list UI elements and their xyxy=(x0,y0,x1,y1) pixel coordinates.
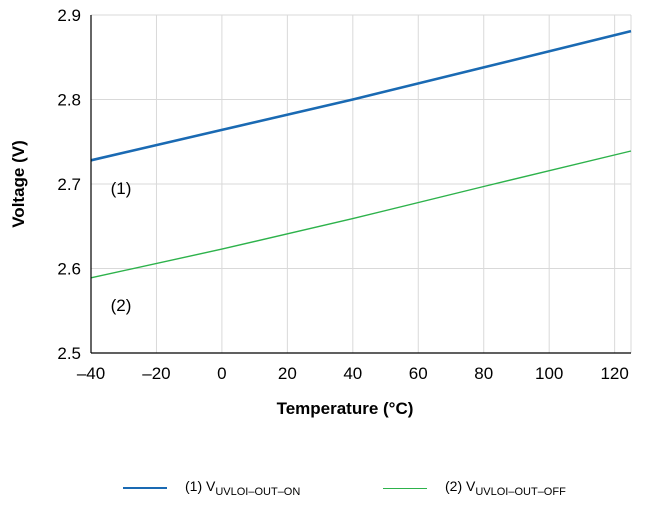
legend: (1) VUVLOI–OUT–ON (2) VUVLOI–OUT–OFF xyxy=(0,478,647,502)
x-tick-label: 40 xyxy=(343,364,362,383)
y-tick-label: 2.7 xyxy=(57,175,81,194)
y-tick-label: 2.9 xyxy=(57,6,81,25)
x-tick-label: –40 xyxy=(77,364,105,383)
x-tick-label: 100 xyxy=(535,364,563,383)
x-tick-label: 20 xyxy=(278,364,297,383)
x-tick-label: –20 xyxy=(142,364,170,383)
legend-item-1: (1) VUVLOI–OUT–ON xyxy=(123,478,300,498)
y-tick-label: 2.5 xyxy=(57,344,81,363)
legend-label-2: (2) VUVLOI–OUT–OFF xyxy=(445,478,566,498)
x-tick-label: 80 xyxy=(474,364,493,383)
annotation-label-2: (2) xyxy=(111,296,132,315)
x-tick-label: 0 xyxy=(217,364,226,383)
annotation-label-1: (1) xyxy=(111,179,132,198)
legend-swatch-2 xyxy=(383,487,427,489)
y-tick-label: 2.6 xyxy=(57,260,81,279)
x-tick-label: 120 xyxy=(600,364,628,383)
legend-swatch-1 xyxy=(123,487,167,489)
legend-item-2: (2) VUVLOI–OUT–OFF xyxy=(383,478,566,498)
axes xyxy=(90,15,631,354)
series-line-2 xyxy=(90,150,632,279)
x-tick-label: 60 xyxy=(409,364,428,383)
x-axis-title: Temperature (°C) xyxy=(277,399,414,418)
voltage-temperature-chart: –40 –20 0 20 40 60 80 100 120 2.5 2.6 2.7 2.8 2.9 (1)… xyxy=(9,6,632,418)
y-tick-label: 2.8 xyxy=(57,91,81,110)
tick-labels: –40 –20 0 20 40 60 80 100 120 2.5 2.6 2.7 2.8 2.9 xyxy=(57,6,628,383)
grid xyxy=(91,14,632,353)
y-axis-title: Voltage (V) xyxy=(9,140,28,228)
series-line-1 xyxy=(90,29,632,162)
annotations: (1) (2) xyxy=(111,179,132,315)
legend-label-1: (1) VUVLOI–OUT–ON xyxy=(185,478,301,498)
series-lines xyxy=(90,29,632,279)
